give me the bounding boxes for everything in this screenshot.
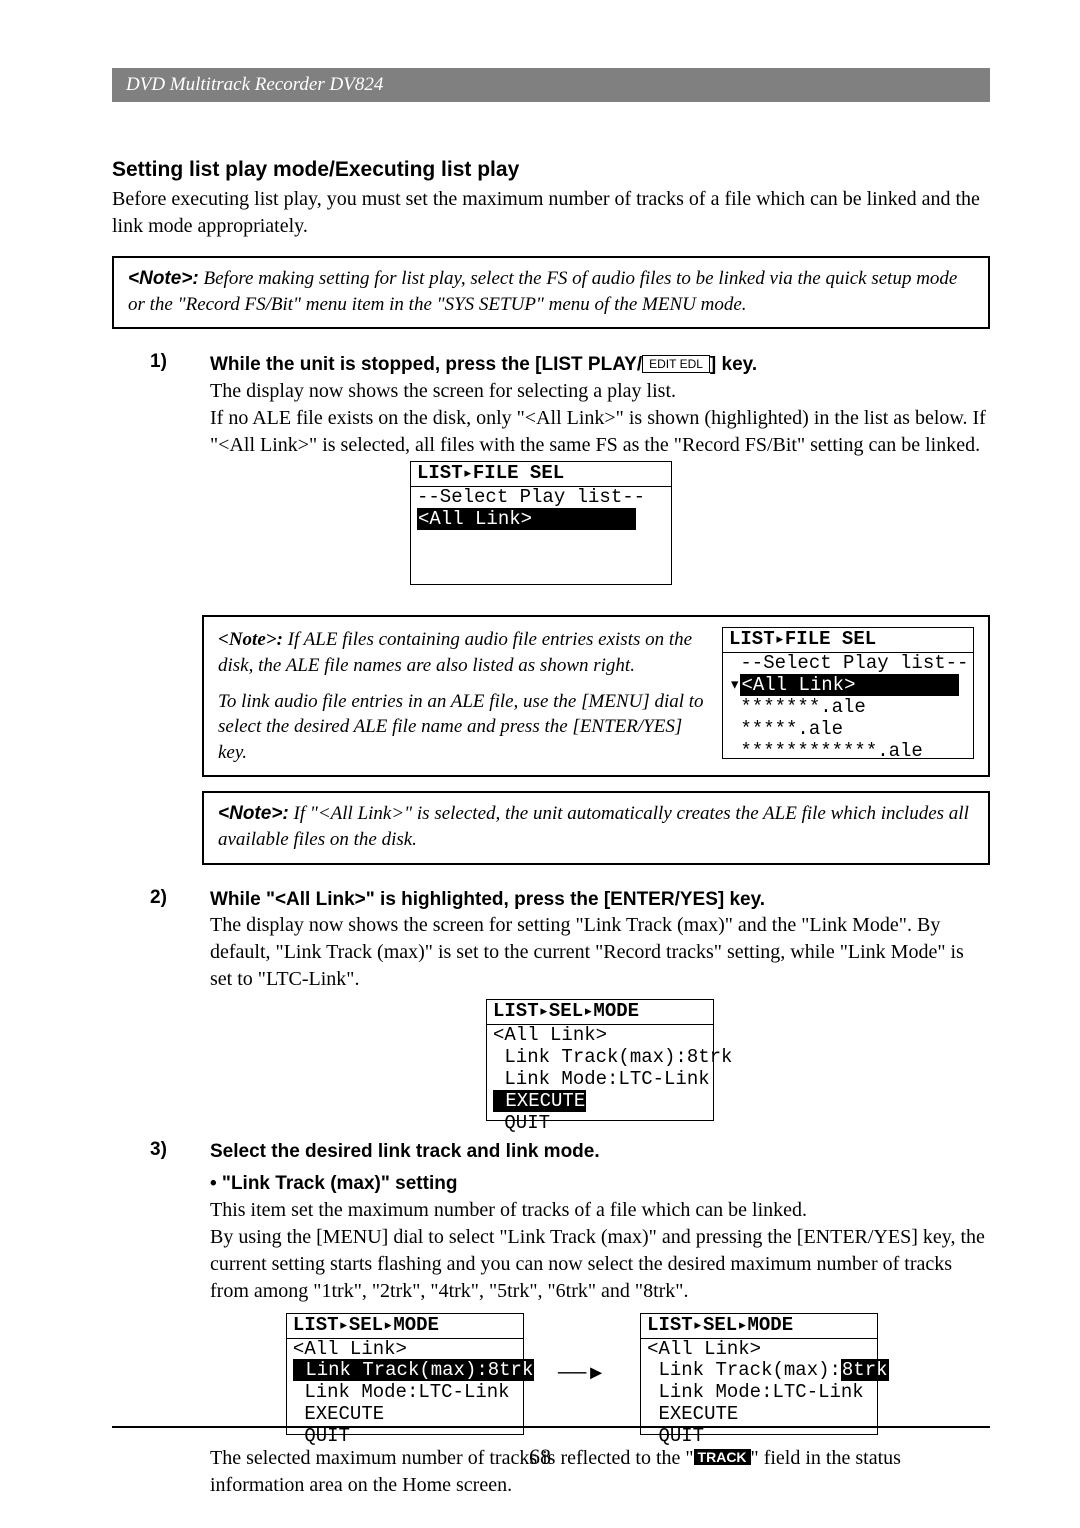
lcd-file-sel-with-ale: LISTFILE SEL --Select Play list-- ▾<All … — [722, 627, 974, 759]
lcd-row: Link Track(max):8trk — [641, 1360, 877, 1382]
triangle-icon — [775, 628, 785, 650]
lcd-pair: LISTSELMODE <All Link> Link Track(max):8… — [174, 1313, 990, 1435]
header-title: DVD Multitrack Recorder DV824 — [126, 74, 383, 95]
step2-para: The display now shows the screen for set… — [210, 912, 990, 993]
sub-setting-title: • "Link Track (max)" setting — [210, 1171, 990, 1197]
note-text: To link audio file entries in an ALE fil… — [218, 689, 710, 766]
step2-bold: While "<All Link>" is highlighted, press… — [210, 887, 990, 913]
triangle-icon — [583, 1000, 593, 1022]
lcd-row: ************.ale — [723, 741, 973, 763]
highlighted-item: <All Link> — [740, 674, 959, 696]
lcd-row: <All Link> — [287, 1339, 523, 1361]
lcd-header: LISTFILE SEL — [411, 462, 671, 487]
lcd-row: Link Mode:LTC-Link — [487, 1069, 713, 1091]
step1-para1: The display now shows the screen for sel… — [210, 378, 990, 405]
arrow-right-icon: ──► — [558, 1360, 606, 1387]
step-content: While "<All Link>" is highlighted, press… — [210, 887, 990, 1122]
lcd-row: EXECUTE — [641, 1404, 877, 1426]
note-text: If ALE files containing audio file entri… — [218, 629, 692, 676]
step-number: 1) — [112, 351, 210, 585]
lcd-row: <All Link> — [411, 509, 671, 531]
step-content: While the unit is stopped, press the [LI… — [210, 351, 990, 585]
note-box-fs: <Note>: Before making setting for list p… — [112, 256, 990, 329]
lcd-header: LISTSELMODE — [487, 1000, 713, 1025]
lcd-row: EXECUTE — [287, 1404, 523, 1426]
note-label: <Note>: — [218, 629, 283, 650]
step-number: 2) — [112, 887, 210, 1122]
lcd-row: Link Track(max):8trk — [487, 1047, 713, 1069]
lcd-after: LISTSELMODE <All Link> Link Track(max):8… — [640, 1313, 878, 1435]
lcd-header: LISTSELMODE — [641, 1314, 877, 1339]
triangle-icon — [339, 1314, 349, 1336]
step-2: 2) While "<All Link>" is highlighted, pr… — [112, 887, 990, 1122]
step-1: 1) While the unit is stopped, press the … — [112, 351, 990, 585]
section-intro: Before executing list play, you must set… — [112, 186, 990, 240]
note-label: <Note>: — [218, 803, 289, 824]
header-bar: DVD Multitrack Recorder DV824 — [112, 68, 990, 102]
triangle-icon — [737, 1314, 747, 1336]
footer-rule — [112, 1426, 990, 1428]
lcd-row: Link Mode:LTC-Link — [641, 1382, 877, 1404]
note-box-ale-files: <Note>: If ALE files containing audio fi… — [202, 615, 990, 777]
page-number: 68 — [0, 1444, 1080, 1470]
page: DVD Multitrack Recorder DV824 Setting li… — [0, 0, 1080, 1528]
lcd-row: Link Track(max):8trk — [287, 1360, 523, 1382]
down-arrow-icon: ▾ — [729, 674, 740, 696]
note-text: If "<All Link>" is selected, the unit au… — [218, 803, 969, 850]
flashing-value: 8trk — [841, 1359, 889, 1381]
lcd-row: <All Link> — [641, 1339, 877, 1361]
lcd-header: LISTSELMODE — [287, 1314, 523, 1339]
lcd-row: <All Link> — [487, 1025, 713, 1047]
triangle-icon — [383, 1314, 393, 1336]
lcd-row: ▾<All Link> — [723, 675, 973, 697]
step1-bold-post: ] key. — [710, 354, 757, 375]
lcd-row: Link Mode:LTC-Link — [287, 1382, 523, 1404]
step3-para2: By using the [MENU] dial to select "Link… — [210, 1224, 990, 1305]
lcd-row: *****.ale — [723, 719, 973, 741]
note-label: <Note>: — [128, 268, 199, 289]
triangle-icon — [693, 1314, 703, 1336]
step1-bold-pre: While the unit is stopped, press the [LI… — [210, 354, 642, 375]
lcd-row: --Select Play list-- — [411, 487, 671, 509]
lcd-before: LISTSELMODE <All Link> Link Track(max):8… — [286, 1313, 524, 1435]
highlighted-item: <All Link> — [417, 508, 636, 530]
section-title: Setting list play mode/Executing list pl… — [112, 158, 990, 182]
highlighted-item: Link Track(max):8trk — [293, 1359, 534, 1381]
step1-para2: If no ALE file exists on the disk, only … — [210, 405, 990, 459]
step3-para1: This item set the maximum number of trac… — [210, 1197, 990, 1224]
edit-edl-key-icon: EDIT EDL — [642, 355, 710, 373]
note-text: Before making setting for list play, sel… — [128, 268, 957, 315]
lcd-row: --Select Play list-- — [723, 653, 973, 675]
triangle-icon — [539, 1000, 549, 1022]
lcd-row: EXECUTE — [487, 1091, 713, 1113]
lcd-row: QUIT — [487, 1113, 713, 1135]
triangle-icon — [463, 462, 473, 484]
lcd-sel-mode: LISTSELMODE <All Link> Link Track(max):8… — [486, 999, 714, 1121]
lcd-row: *******.ale — [723, 697, 973, 719]
highlighted-item: EXECUTE — [493, 1090, 586, 1112]
step3-bold: Select the desired link track and link m… — [210, 1139, 990, 1165]
note-box-all-link: <Note>: If "<All Link>" is selected, the… — [202, 791, 990, 864]
lcd-file-sel: LISTFILE SEL --Select Play list-- <All L… — [410, 461, 672, 585]
lcd-header: LISTFILE SEL — [723, 628, 973, 653]
